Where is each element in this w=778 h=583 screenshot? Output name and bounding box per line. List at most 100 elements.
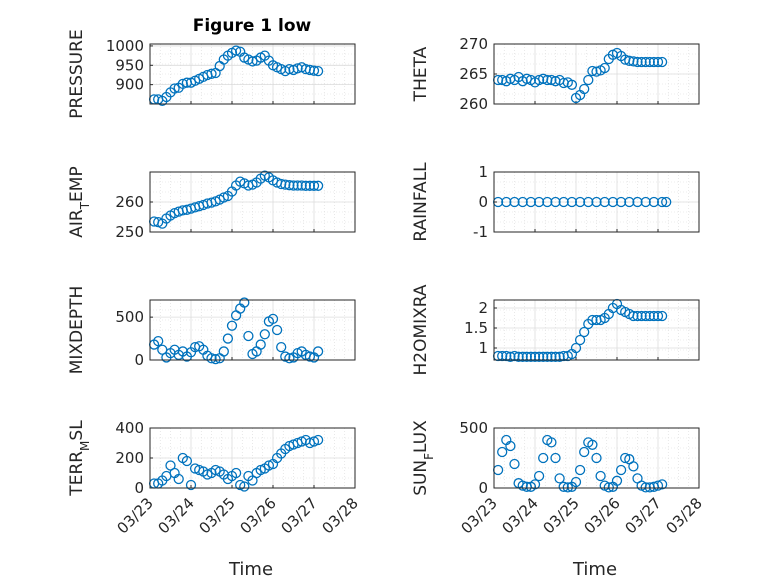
panel-4: 0 500 MIXDEPTH <box>67 286 356 374</box>
y-axis-label: RAINFALL <box>411 162 431 242</box>
data-point <box>206 68 217 79</box>
panel-7: 0 500 SUNFLUX 03/2303/2403/2503/2603/2703/2… <box>411 419 706 537</box>
data-point <box>570 476 582 488</box>
data-point <box>636 310 647 322</box>
data-point <box>284 64 295 75</box>
data-point <box>230 45 242 56</box>
y-tick-label: 900 <box>115 76 144 94</box>
x-tick-label: 03/26 <box>581 494 624 537</box>
axes-box <box>493 299 700 361</box>
data-point <box>497 446 508 458</box>
data-point <box>566 196 578 208</box>
data-point <box>542 351 553 362</box>
data-point <box>185 479 197 491</box>
data-point <box>280 179 291 190</box>
data-point <box>509 458 520 470</box>
x-tick-label: 03/28 <box>663 494 706 537</box>
data-point <box>595 470 606 482</box>
data-point <box>292 180 303 191</box>
data-point <box>542 74 553 86</box>
axes-box <box>493 43 700 105</box>
y-axis-label-part: EMP <box>67 166 87 202</box>
x-tick-label: 03/26 <box>237 494 280 537</box>
data-point <box>288 180 299 191</box>
data-point <box>554 351 565 362</box>
data-point <box>611 475 623 486</box>
data-point <box>628 56 639 67</box>
data-point <box>521 351 532 362</box>
data-point <box>558 481 569 492</box>
data-point <box>546 351 557 362</box>
y-axis-label: AIRTEMP <box>67 166 92 237</box>
data-point <box>648 56 660 68</box>
data-point <box>656 196 668 208</box>
data-point <box>656 56 668 68</box>
data-point <box>259 329 270 340</box>
data-point <box>554 473 565 484</box>
data-point <box>583 196 594 208</box>
data-point <box>538 73 549 84</box>
y-axis-label-part: AIR <box>67 209 87 238</box>
y-tick-label: 1.5 <box>464 319 488 337</box>
data-point <box>304 180 316 191</box>
data-point <box>624 196 635 208</box>
data-point <box>644 310 655 322</box>
data-point <box>628 461 639 472</box>
x-tick-label: 03/25 <box>540 494 583 537</box>
data-point <box>656 479 668 490</box>
data-point <box>640 310 651 322</box>
y-axis-label: THETA <box>411 46 431 102</box>
data-point <box>517 480 528 491</box>
data-point <box>206 353 217 364</box>
data-point <box>525 351 537 362</box>
y-axis-label: PRESSURE <box>67 29 87 118</box>
data-point <box>550 452 561 464</box>
x-tick-label: 03/23 <box>114 494 157 537</box>
data-point <box>525 196 537 208</box>
axes-box <box>149 299 356 361</box>
x-tick-label: 03/25 <box>196 494 239 537</box>
data-point <box>304 351 316 362</box>
data-point <box>652 310 664 322</box>
data-point <box>640 482 651 493</box>
data-point <box>648 310 660 322</box>
data-point <box>509 196 520 208</box>
data-point <box>570 342 582 354</box>
axes-box <box>149 43 356 105</box>
data-point <box>628 310 639 322</box>
data-point <box>497 74 508 86</box>
y-tick-label: -1 <box>473 223 488 241</box>
data-point <box>529 479 541 490</box>
data-point <box>218 346 229 357</box>
x-tick-label: 03/23 <box>458 494 501 537</box>
data-point <box>542 196 553 208</box>
data-point <box>267 313 279 325</box>
data-point <box>632 310 643 322</box>
figure-title: Figure 1 low <box>193 16 312 36</box>
data-point <box>566 79 578 90</box>
data-point <box>599 196 610 208</box>
y-tick-label: 0 <box>478 193 488 211</box>
data-point <box>607 196 619 208</box>
data-point <box>304 64 316 76</box>
y-axis-label-part: SL <box>67 420 87 441</box>
y-axis-label-part: TERR <box>67 451 87 497</box>
data-point <box>308 65 320 76</box>
data-point <box>538 452 549 464</box>
data-point <box>587 65 598 77</box>
x-tick-label: 03/27 <box>278 494 321 537</box>
data-point <box>276 341 287 353</box>
data-point <box>529 351 541 362</box>
data-point <box>533 196 545 208</box>
data-point <box>210 353 221 365</box>
data-point <box>574 196 586 208</box>
y-tick-label: 270 <box>459 35 488 53</box>
data-point <box>533 74 545 86</box>
data-point <box>624 55 635 66</box>
data-point <box>591 196 602 208</box>
data-point <box>558 196 569 208</box>
y-axis-label: TERRMSL <box>67 420 92 497</box>
y-tick-label: 0 <box>134 479 144 497</box>
data-point <box>648 196 660 208</box>
